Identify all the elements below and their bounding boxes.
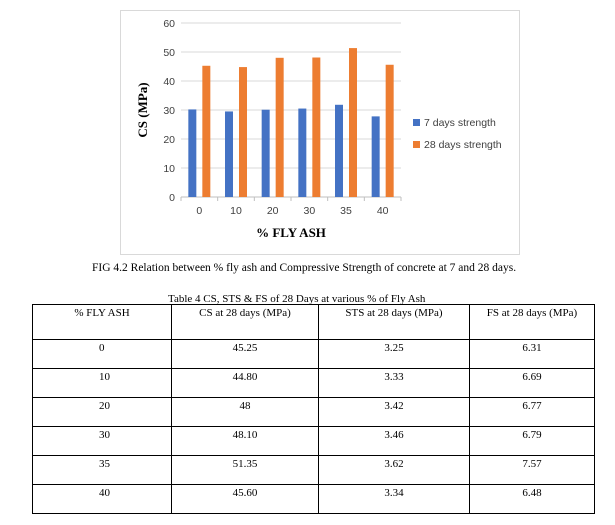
cell-cs: 44.80 [171, 368, 319, 398]
bar-28-day [349, 48, 357, 198]
bar-7-day [261, 109, 270, 197]
chart-container: 0 10 20 30 40 50 60 0 10 20 30 35 40 % FLY ASH CS (MPa… [120, 10, 520, 255]
bar-28-day [312, 57, 321, 198]
cell-fly-ash: 30 [32, 426, 172, 456]
legend-label: 28 days strength [424, 139, 502, 151]
table-row: 0 45.25 3.25 6.31 [32, 339, 595, 369]
x-tick-label: 10 [230, 205, 242, 217]
bar-7-day [371, 116, 380, 197]
cell-sts: 3.34 [318, 484, 470, 514]
y-tick-label: 20 [163, 134, 175, 146]
cell-fs: 6.79 [469, 426, 595, 456]
legend-swatch [413, 119, 420, 126]
header-sts: STS at 28 days (MPa) [318, 304, 470, 340]
table-row: 30 48.10 3.46 6.79 [32, 426, 595, 456]
table-row: 35 51.35 3.62 7.57 [32, 455, 595, 485]
table-header-row: % FLY ASH CS at 28 days (MPa) STS at 28 … [32, 304, 595, 340]
cell-cs: 48 [171, 397, 319, 427]
figure-caption: FIG 4.2 Relation between % fly ash and C… [92, 262, 517, 274]
cell-fly-ash: 35 [32, 455, 172, 485]
cell-sts: 3.33 [318, 368, 470, 398]
bar-28-day [202, 65, 211, 198]
results-table: % FLY ASH CS at 28 days (MPa) STS at 28 … [32, 304, 595, 514]
table-row: 20 48 3.42 6.77 [32, 397, 595, 427]
bar-7-day [188, 109, 197, 197]
table-caption: Table 4 CS, STS & FS of 28 Days at vario… [168, 293, 426, 305]
legend-swatch [413, 141, 420, 148]
bar-28-day [239, 67, 247, 197]
cell-fs: 6.77 [469, 397, 595, 427]
table-row: 10 44.80 3.33 6.69 [32, 368, 595, 398]
header-fly-ash: % FLY ASH [32, 304, 172, 340]
cell-fly-ash: 10 [32, 368, 172, 398]
x-tick-label: 35 [340, 205, 352, 217]
x-tick-label: 40 [377, 205, 389, 217]
cell-fly-ash: 20 [32, 397, 172, 427]
y-tick-label: 60 [163, 18, 175, 30]
cell-fs: 6.69 [469, 368, 595, 398]
bar-28-day [385, 64, 394, 197]
x-tick-label: 0 [196, 205, 202, 217]
bar-28-day [275, 57, 284, 197]
cell-fly-ash: 0 [32, 339, 172, 369]
cell-sts: 3.42 [318, 397, 470, 427]
y-tick-label: 0 [169, 192, 175, 204]
bar-7-day [225, 111, 233, 197]
x-tick-label: 30 [303, 205, 315, 217]
cell-fly-ash: 40 [32, 484, 172, 514]
cell-fs: 6.48 [469, 484, 595, 514]
bar-7-day [335, 104, 343, 197]
cell-fs: 6.31 [469, 339, 595, 369]
cell-fs: 7.57 [469, 455, 595, 485]
y-tick-label: 30 [163, 105, 175, 117]
bar-7-day [298, 108, 307, 197]
cell-sts: 3.46 [318, 426, 470, 456]
cell-cs: 51.35 [171, 455, 319, 485]
y-tick-label: 10 [163, 163, 175, 175]
x-axis-title: % FLY ASH [256, 225, 326, 240]
header-fs: FS at 28 days (MPa) [469, 304, 595, 340]
y-axis-title: CS (MPa) [135, 82, 150, 137]
y-tick-label: 40 [163, 76, 175, 88]
legend-label: 7 days strength [424, 117, 496, 129]
cell-sts: 3.25 [318, 339, 470, 369]
cell-cs: 45.60 [171, 484, 319, 514]
table-row: 40 45.60 3.34 6.48 [32, 484, 595, 514]
y-tick-label: 50 [163, 47, 175, 59]
header-cs: CS at 28 days (MPa) [171, 304, 319, 340]
bar-chart: 0 10 20 30 40 50 60 0 10 20 30 35 40 % FLY ASH CS (MPa… [135, 18, 502, 240]
cell-sts: 3.62 [318, 455, 470, 485]
cell-cs: 45.25 [171, 339, 319, 369]
cell-cs: 48.10 [171, 426, 319, 456]
x-tick-label: 20 [267, 205, 279, 217]
